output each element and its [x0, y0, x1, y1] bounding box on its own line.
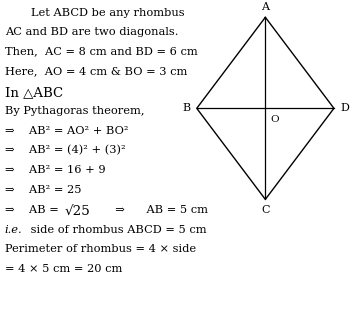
Text: ⇒      AB = 5 cm: ⇒ AB = 5 cm: [108, 205, 208, 215]
Text: Here,  AO = 4 cm & BO = 3 cm: Here, AO = 4 cm & BO = 3 cm: [5, 66, 187, 76]
Text: ⇒    AB² = 25: ⇒ AB² = 25: [5, 185, 81, 195]
Text: ⇒    AB² = 16 + 9: ⇒ AB² = 16 + 9: [5, 165, 105, 175]
Text: side of rhombus ABCD = 5 cm: side of rhombus ABCD = 5 cm: [27, 225, 207, 235]
Text: Let ABCD be any rhombus: Let ABCD be any rhombus: [31, 8, 185, 18]
Text: ⇒    AB =: ⇒ AB =: [5, 205, 62, 215]
Text: D: D: [340, 103, 349, 113]
Text: O: O: [270, 115, 279, 124]
Text: A: A: [261, 2, 269, 12]
Text: Perimeter of rhombus = 4 × side: Perimeter of rhombus = 4 × side: [5, 244, 196, 254]
Text: Then,  AC = 8 cm and BD = 6 cm: Then, AC = 8 cm and BD = 6 cm: [5, 46, 197, 57]
Text: √25: √25: [64, 205, 90, 218]
Text: i.e.: i.e.: [5, 225, 22, 235]
Text: C: C: [261, 205, 270, 215]
Text: By Pythagoras theorem,: By Pythagoras theorem,: [5, 106, 144, 116]
Text: ⇒    AB² = AO² + BO²: ⇒ AB² = AO² + BO²: [5, 126, 128, 136]
Text: In △ABC: In △ABC: [5, 86, 63, 99]
Text: ⇒    AB² = (4)² + (3)²: ⇒ AB² = (4)² + (3)²: [5, 145, 125, 156]
Text: AC and BD are two diagonals.: AC and BD are two diagonals.: [5, 27, 178, 37]
Text: B: B: [182, 103, 190, 113]
Text: = 4 × 5 cm = 20 cm: = 4 × 5 cm = 20 cm: [5, 264, 122, 274]
